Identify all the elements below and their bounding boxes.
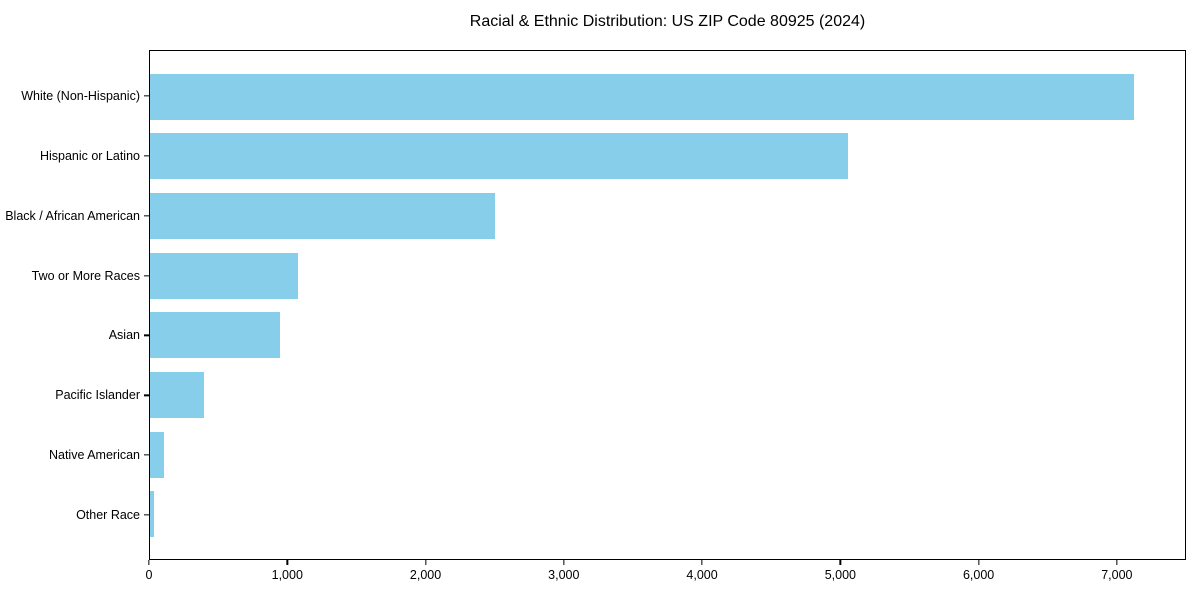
bar-1: [150, 73, 1134, 120]
bar-row: [150, 365, 1185, 425]
y-tick-mark: [144, 155, 149, 157]
x-tick-mark: [563, 560, 565, 565]
x-tick-label: 4,000: [686, 568, 718, 582]
y-tick-mark: [144, 394, 149, 396]
x-tick-label: 6,000: [962, 568, 995, 582]
y-tick-label: Two or More Races: [31, 268, 140, 283]
x-tick-label: 3,000: [548, 568, 580, 582]
y-tick-label: Asian: [108, 328, 140, 343]
plot-area: [149, 50, 1186, 560]
bar-row: [150, 127, 1185, 187]
x-tick-mark: [1116, 560, 1118, 565]
bar-row: [150, 425, 1185, 485]
bar-row: [150, 306, 1185, 366]
y-tick-label: Native American: [48, 448, 140, 463]
y-tick-mark: [144, 274, 149, 277]
x-tick-mark: [839, 560, 841, 565]
bars-container: [150, 51, 1185, 559]
bar-5: [150, 312, 280, 359]
bar-2: [150, 133, 849, 180]
y-tick-mark: [144, 215, 149, 217]
x-axis: 0 1,000 2,000 3,000 4,000 5,000 6,000 7,000: [0, 560, 1200, 600]
bar-8: [150, 491, 155, 538]
y-tick-label: Other Race: [76, 508, 140, 523]
x-tick-label: 0: [145, 568, 153, 582]
bar-4: [150, 252, 298, 299]
y-tick-mark: [144, 334, 149, 337]
x-tick-label: 2,000: [409, 568, 442, 582]
y-tick-mark: [144, 514, 149, 516]
bar-6: [150, 371, 204, 418]
bar-7: [150, 431, 164, 478]
bar-row: [150, 186, 1185, 246]
x-tick-mark: [286, 560, 288, 565]
y-tick-label: Pacific Islander: [55, 388, 140, 403]
y-axis: White (Non-Hispanic) Hispanic or Latino Bl…: [0, 50, 149, 560]
x-tick-label: 1,000: [271, 568, 303, 582]
bar-row: [150, 246, 1185, 306]
bar-row: [150, 67, 1185, 127]
bar-row: [150, 484, 1185, 544]
y-tick-mark: [144, 95, 149, 97]
y-tick-label: Hispanic or Latino: [39, 148, 140, 163]
bar-3: [150, 193, 495, 240]
y-tick-mark: [144, 454, 149, 456]
y-tick-label: Black / African American: [5, 208, 140, 223]
x-tick-mark: [424, 560, 427, 565]
chart-title: Racial & Ethnic Distribution: US ZIP Cod…: [469, 13, 866, 30]
y-tick-label: White (Non-Hispanic): [21, 88, 140, 103]
x-tick-label: 7,000: [1101, 568, 1133, 582]
x-tick-label: 5,000: [824, 568, 856, 582]
x-tick-mark: [148, 560, 150, 565]
x-tick-mark: [701, 560, 703, 565]
x-tick-mark: [977, 560, 980, 565]
